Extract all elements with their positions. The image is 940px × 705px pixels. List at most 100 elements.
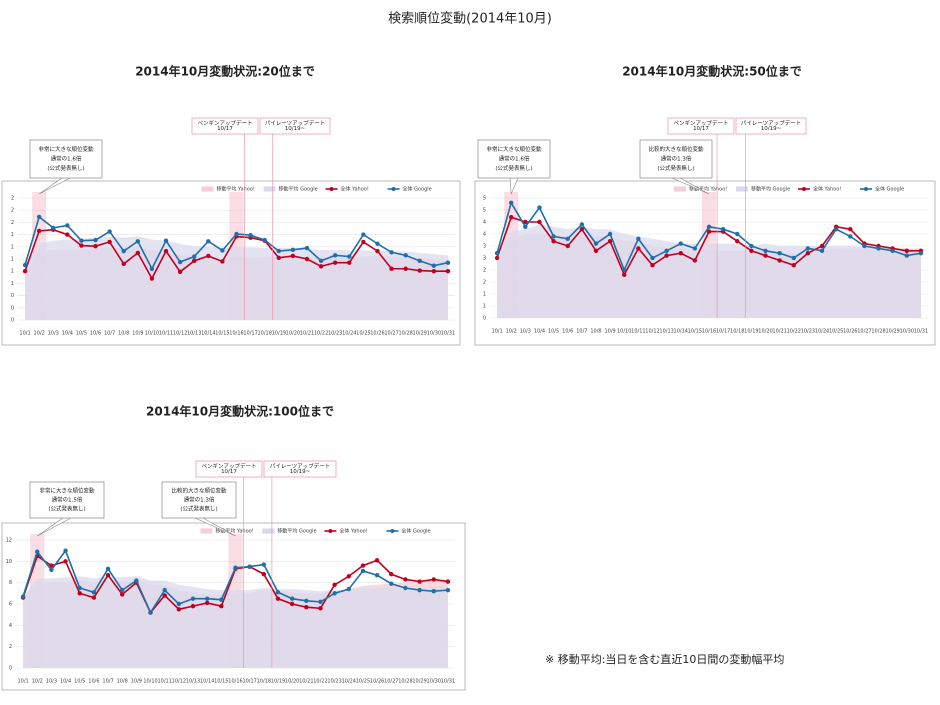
data-point: [579, 227, 585, 232]
data-point: [220, 248, 225, 253]
data-point: [149, 276, 155, 281]
x-tick-label: 10/19: [271, 679, 285, 685]
data-point: [918, 251, 924, 256]
data-point: [262, 237, 267, 243]
x-tick-label: 10/13: [187, 331, 201, 337]
x-tick-label: 10/8: [590, 329, 601, 335]
data-point: [431, 269, 437, 274]
data-point: [134, 578, 139, 583]
data-point: [360, 563, 366, 568]
x-tick-label: 10/18: [257, 331, 271, 337]
data-point: [346, 586, 351, 592]
callout-box: [191, 117, 259, 135]
data-point: [417, 579, 422, 584]
data-point: [332, 253, 338, 258]
x-tick-label: 10/7: [104, 331, 115, 337]
data-point: [135, 250, 141, 256]
legend-label: 全体 Yahoo!: [813, 186, 841, 193]
data-point: [36, 228, 42, 234]
x-tick-label: 10/26: [370, 679, 384, 685]
data-point: [36, 214, 42, 220]
x-tick-label: 10/21: [299, 679, 313, 685]
callout-pointer: [194, 517, 236, 537]
data-point: [763, 253, 768, 258]
x-tick-label: 10/21: [300, 331, 314, 337]
callout-text: 通常の1.6倍: [51, 155, 82, 163]
legend-swatch: [801, 187, 806, 191]
callout-text: 通常の1.5倍: [52, 496, 83, 504]
data-point: [51, 225, 56, 231]
legend-swatch: [673, 186, 686, 192]
x-tick-label: 10/17: [242, 679, 256, 685]
data-point: [332, 260, 338, 265]
data-point: [791, 255, 796, 261]
x-tick-label: 10/31: [441, 679, 455, 685]
legend-swatch: [329, 187, 334, 191]
data-point: [579, 222, 585, 227]
x-tick-label: 10/21: [772, 329, 786, 335]
y-tick-label: 12: [6, 538, 12, 544]
y-tick-label: 1: [11, 232, 14, 238]
legend-label: 移動平均 Yahoo!: [215, 528, 253, 535]
y-tick-label: 0: [9, 666, 12, 672]
x-tick-label: 10/4: [60, 679, 71, 685]
data-point: [177, 269, 183, 275]
data-point: [105, 573, 111, 578]
data-point: [374, 558, 380, 563]
data-point: [593, 241, 599, 246]
callout-text: パイレーツアップデート: [741, 119, 801, 127]
x-tick-label: 10/5: [74, 679, 85, 685]
data-point: [275, 596, 281, 601]
x-tick-label: 10/9: [132, 331, 143, 337]
data-point: [190, 596, 196, 601]
data-point: [551, 239, 556, 244]
data-point: [149, 266, 155, 271]
y-tick-label: 4: [483, 220, 486, 226]
data-point: [389, 266, 394, 271]
data-point: [819, 248, 825, 253]
data-point: [120, 587, 125, 593]
footnote: ※ 移動平均:当日を含む直近10日間の変動幅平均: [545, 652, 784, 666]
x-tick-label: 10/24: [342, 679, 356, 685]
callout-text: 通常の1.6倍: [499, 155, 530, 163]
x-tick-label: 10/30: [427, 331, 441, 337]
legend-label: 全体 Google: [401, 528, 430, 535]
callout-box: [161, 481, 237, 519]
data-point: [304, 245, 310, 251]
x-tick-label: 10/13: [659, 329, 673, 335]
data-point: [403, 585, 408, 591]
callout-text: 非常に大きな順位変動: [39, 487, 95, 495]
x-tick-label: 10/2: [32, 679, 43, 685]
data-point: [163, 238, 169, 243]
data-point: [678, 251, 683, 256]
data-point: [22, 262, 28, 268]
x-tick-label: 10/30: [427, 679, 441, 685]
callout-pointer: [509, 177, 519, 195]
data-point: [304, 256, 310, 262]
y-tick-label: 5: [483, 196, 486, 202]
callout-text: (公式発表無し): [47, 164, 84, 172]
chart-title: 2014年10月変動状況:50位まで: [622, 64, 802, 79]
callout-text: ペンギンアップデート: [673, 119, 728, 127]
y-tick-label: 4: [9, 623, 12, 629]
x-tick-label: 10/14: [201, 331, 215, 337]
data-point: [91, 590, 97, 595]
x-tick-label: 10/6: [88, 679, 99, 685]
data-point: [347, 254, 352, 259]
data-point: [220, 259, 225, 264]
data-point: [664, 248, 669, 253]
data-point: [206, 253, 211, 259]
legend-swatch: [263, 186, 276, 192]
x-tick-label: 10/22: [314, 331, 328, 337]
data-point: [389, 571, 394, 577]
x-tick-label: 10/2: [34, 331, 45, 337]
data-point: [163, 248, 169, 254]
x-tick-label: 10/20: [285, 679, 299, 685]
x-tick-label: 10/3: [520, 329, 531, 335]
data-point: [389, 250, 394, 255]
callout-box: [195, 460, 263, 478]
legend-label: 全体 Yahoo!: [339, 528, 367, 535]
data-point: [77, 585, 82, 591]
x-tick-label: 10/11: [631, 329, 645, 335]
data-point: [192, 254, 197, 259]
